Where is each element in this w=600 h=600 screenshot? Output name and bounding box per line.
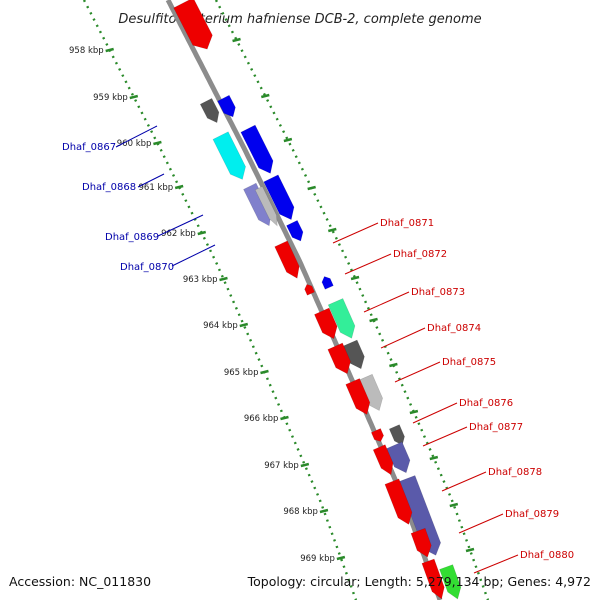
tick-mark: [239, 322, 249, 328]
gene-arrow: [345, 378, 371, 415]
gene-leader-line: [441, 471, 487, 492]
gene-leader-line: [344, 253, 392, 275]
tick-mark: [174, 184, 184, 190]
tick-label: 967 kbp: [264, 461, 299, 471]
gene-arrow: [386, 441, 411, 474]
gene-label-dhaf_0875: Dhaf_0875: [442, 357, 496, 368]
gene-leader-line: [412, 402, 458, 424]
tick-mark: [369, 317, 378, 323]
topology-text: Topology: circular; Length: 5,279,134 bp…: [247, 574, 591, 589]
tick-mark: [389, 362, 398, 368]
tick-mark: [283, 137, 293, 143]
gene-arrow: [254, 185, 278, 227]
tick-mark: [409, 409, 419, 415]
tick-label: 959 kbp: [93, 93, 128, 103]
gene-leader-line: [332, 222, 379, 244]
gene-arrow: [327, 342, 351, 375]
tick-mark: [153, 140, 162, 146]
gene-leader-line: [157, 214, 204, 237]
tick-mark: [307, 185, 316, 191]
tick-mark: [429, 455, 439, 461]
gene-label-dhaf_0867: Dhaf_0867: [62, 142, 116, 153]
gene-leader-line: [473, 554, 519, 574]
gene-arrow: [173, 0, 213, 50]
tick-mark: [327, 227, 337, 233]
gene-label-dhaf_0877: Dhaf_0877: [469, 422, 523, 433]
gene-arrow: [199, 97, 220, 124]
tick-mark: [260, 369, 269, 375]
tick-label: 965 kbp: [224, 368, 259, 378]
gene-label-dhaf_0874: Dhaf_0874: [427, 323, 481, 334]
gene-arrow: [388, 424, 405, 446]
gene-label-dhaf_0880: Dhaf_0880: [520, 550, 574, 561]
gene-arrow: [304, 284, 315, 296]
tick-mark: [219, 276, 228, 282]
gene-arrow: [240, 124, 274, 174]
gene-label-layer: Dhaf_0867 Dhaf_0868 Dhaf_0869 Dhaf_0870 Dhaf…: [62, 125, 574, 574]
tick-label: 966 kbp: [244, 414, 279, 424]
gene-arrow: [342, 339, 365, 370]
gene-leader-line: [394, 361, 441, 383]
tick-mark: [465, 547, 475, 553]
tick-mark: [336, 555, 346, 561]
tick-label: 962 kbp: [161, 229, 196, 239]
tick-mark: [105, 47, 114, 53]
gene-arrow: [357, 373, 383, 411]
genome-title: Desulfitobacterium hafniense DCB-2, comp…: [118, 12, 481, 27]
gene-arrow: [327, 298, 356, 339]
gene-arrow: [286, 219, 304, 242]
tick-label: 960 kbp: [117, 139, 152, 149]
gene-leader-line: [458, 513, 504, 534]
tick-mark: [350, 275, 360, 281]
gene-label-dhaf_0876: Dhaf_0876: [459, 398, 513, 409]
gene-leader-line: [137, 173, 165, 188]
gene-feature-layer: [173, 0, 462, 600]
gene-label-dhaf_0870: Dhaf_0870: [120, 262, 174, 273]
inner-tick-ring: [82, 0, 358, 600]
gene-leader-line: [115, 125, 158, 148]
gene-arrow: [370, 428, 384, 442]
gene-arrow: [263, 174, 295, 221]
tick-label: 958 kbp: [69, 46, 104, 56]
tick-mark: [300, 462, 310, 468]
gene-label-dhaf_0879: Dhaf_0879: [505, 509, 559, 520]
gene-arrow: [212, 131, 246, 180]
tick-label: 963 kbp: [183, 275, 218, 285]
gene-arrow: [410, 527, 432, 558]
tick-label: 968 kbp: [283, 507, 318, 517]
tick-mark: [260, 93, 270, 99]
tick-label: 964 kbp: [203, 321, 238, 331]
gene-arrow: [274, 240, 300, 279]
gene-arrow: [314, 307, 338, 340]
gene-label-dhaf_0872: Dhaf_0872: [393, 249, 447, 260]
gene-leader-line: [171, 244, 216, 267]
gene-leader-line: [422, 426, 468, 447]
tick-mark: [197, 230, 207, 236]
gene-arrow: [421, 558, 445, 600]
accession-text: Accession: NC_011830: [9, 574, 152, 589]
tick-label: 969 kbp: [300, 554, 335, 564]
tick-mark: [449, 502, 459, 508]
gene-arrow: [321, 276, 334, 290]
gene-arrow: [384, 478, 413, 525]
outer-tick-ring: [214, 0, 490, 600]
gene-arrow: [372, 444, 394, 476]
gene-label-dhaf_0868: Dhaf_0868: [82, 182, 136, 193]
gene-label-dhaf_0878: Dhaf_0878: [488, 467, 542, 478]
gene-label-dhaf_0873: Dhaf_0873: [411, 287, 465, 298]
gene-arrow: [439, 564, 462, 600]
tick-mark: [232, 37, 241, 43]
tick-label: 961 kbp: [139, 183, 174, 193]
gene-arrow: [397, 475, 441, 556]
tick-mark: [129, 94, 139, 100]
gene-label-dhaf_0871: Dhaf_0871: [380, 218, 434, 229]
gene-arrow: [217, 94, 236, 118]
tick-mark: [319, 508, 329, 514]
tick-mark: [280, 415, 289, 421]
tick-ring-layer: 958 kbp 959 kbp 960 kbp 961 kbp 962 kbp 963 k…: [69, 0, 490, 600]
gene-label-dhaf_0869: Dhaf_0869: [105, 232, 159, 243]
gene-leader-line: [363, 291, 410, 313]
gene-leader-line: [380, 327, 426, 349]
